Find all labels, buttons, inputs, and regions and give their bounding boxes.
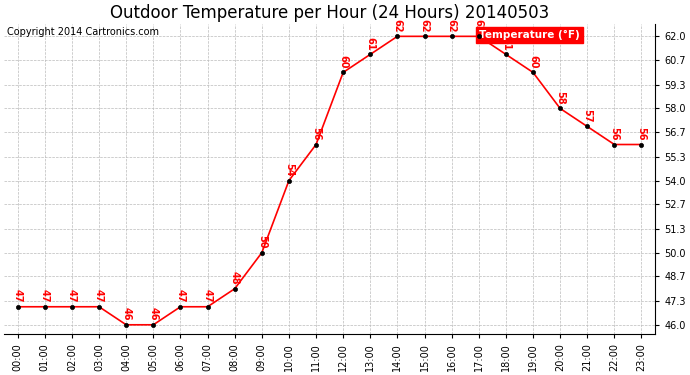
Text: 61: 61 (365, 37, 375, 50)
Text: 57: 57 (582, 109, 592, 122)
Text: 62: 62 (446, 19, 457, 32)
Text: 61: 61 (501, 37, 511, 50)
Title: Outdoor Temperature per Hour (24 Hours) 20140503: Outdoor Temperature per Hour (24 Hours) … (110, 4, 549, 22)
Text: 56: 56 (636, 127, 647, 140)
Text: 62: 62 (420, 19, 430, 32)
Text: 47: 47 (40, 289, 50, 303)
Text: 47: 47 (12, 289, 23, 303)
Text: 62: 62 (474, 19, 484, 32)
Text: 47: 47 (175, 289, 186, 303)
Text: 46: 46 (121, 307, 131, 321)
Text: 48: 48 (230, 271, 239, 285)
Text: 60: 60 (528, 55, 538, 68)
Text: 56: 56 (609, 127, 620, 140)
Text: 47: 47 (203, 289, 213, 303)
Text: 56: 56 (311, 127, 321, 140)
Text: Temperature (°F): Temperature (°F) (480, 30, 580, 40)
Text: Copyright 2014 Cartronics.com: Copyright 2014 Cartronics.com (8, 27, 159, 37)
Text: 62: 62 (393, 19, 402, 32)
Text: 58: 58 (555, 91, 565, 104)
Text: 54: 54 (284, 163, 294, 176)
Text: 50: 50 (257, 235, 267, 249)
Text: 60: 60 (338, 55, 348, 68)
Text: 47: 47 (67, 289, 77, 303)
Text: 46: 46 (148, 307, 158, 321)
Text: 47: 47 (94, 289, 104, 303)
